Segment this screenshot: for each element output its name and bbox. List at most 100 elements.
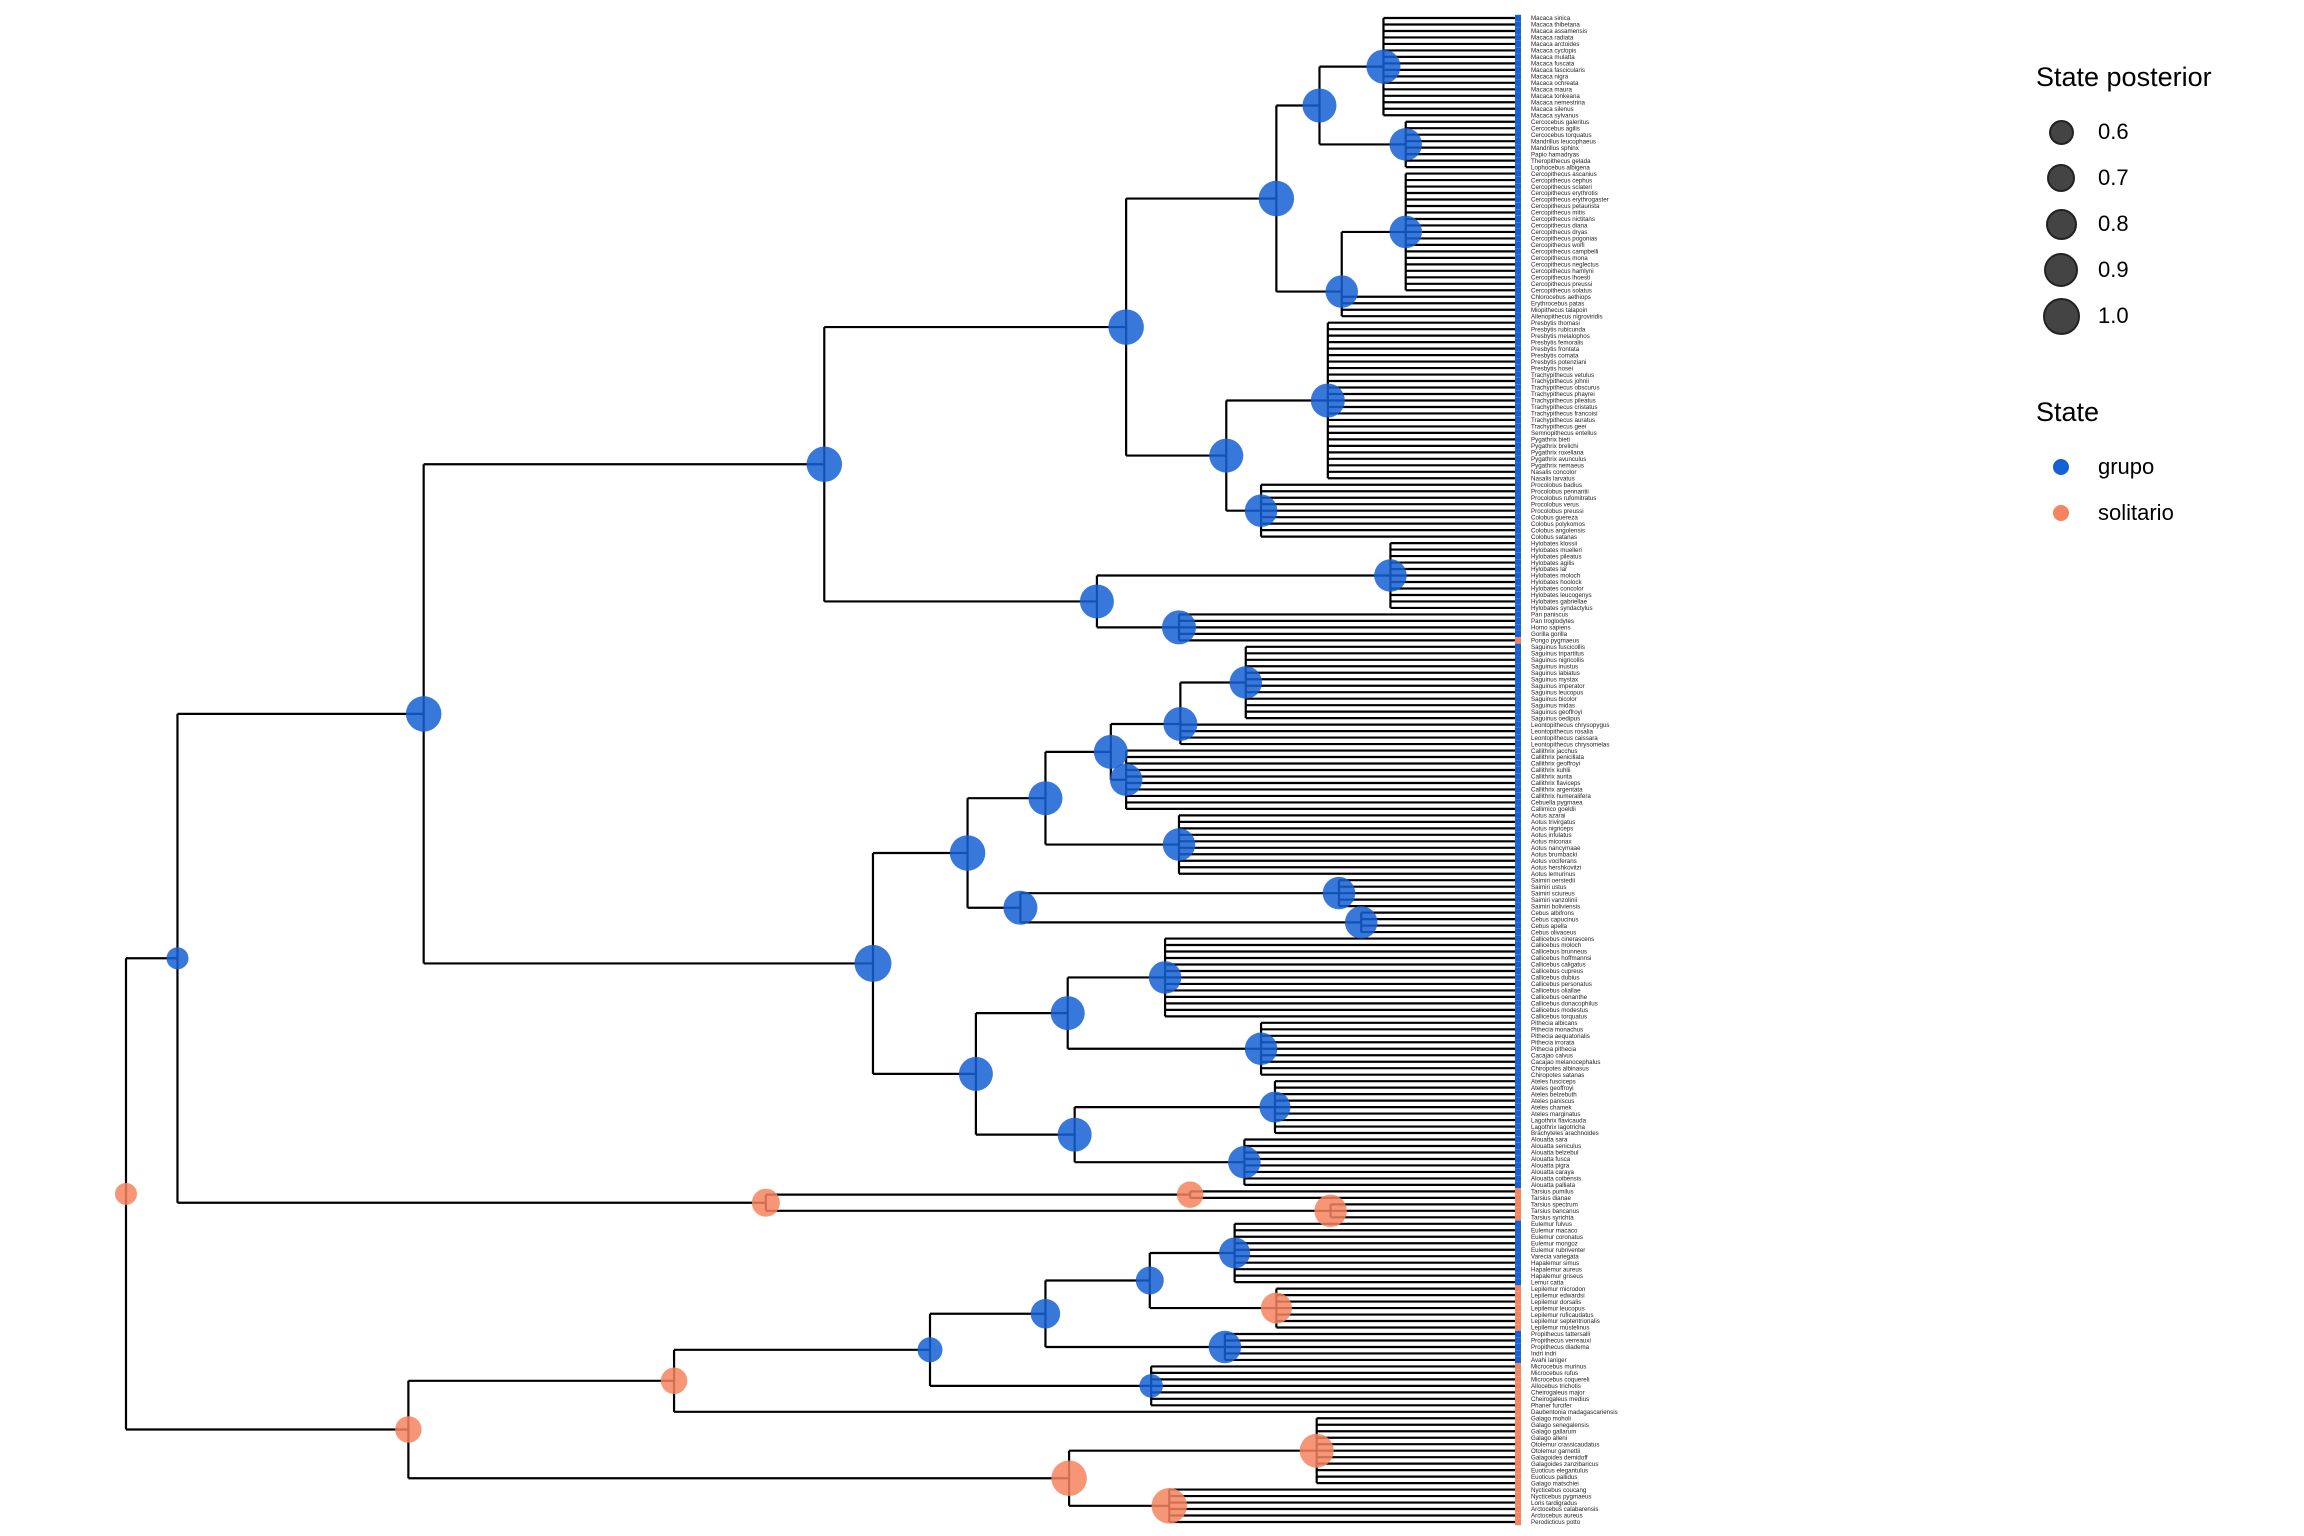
legend-item-grupo: grupo [2036, 444, 2212, 490]
tip-state-mark [1515, 1389, 1521, 1396]
node-state-grupo [1135, 1266, 1164, 1295]
tip-state-mark [1515, 1045, 1521, 1052]
tip-label: Eulemur macaco [1531, 1227, 1578, 1234]
tip-state-mark [1515, 766, 1521, 774]
tip-state-mark [1515, 604, 1521, 612]
node-state-grupo [405, 696, 442, 732]
tip-label: Galago senegalensis [1531, 1422, 1589, 1429]
tip-state-mark [1515, 345, 1521, 352]
tip-label: Miopithecus talapoin [1531, 307, 1588, 314]
tip-state-mark [1515, 1453, 1521, 1461]
tip-label: Cercopithecus erythrotis [1531, 190, 1598, 197]
tip-label: Cebus apella [1531, 923, 1568, 930]
tip-state-mark [1515, 1058, 1521, 1065]
tip-state-mark [1515, 1356, 1521, 1364]
tip-label: Pygathrix nemaeus [1531, 463, 1584, 470]
tip-label: Leontopithecus chrysopygus [1531, 722, 1609, 729]
tip-state-mark [1515, 1479, 1521, 1487]
tip-state-mark [1515, 598, 1521, 605]
tip-state-mark [1515, 1026, 1521, 1033]
tip-label: Saguinus mystax [1531, 676, 1579, 683]
tip-label: Callicebus modestus [1531, 1007, 1588, 1014]
tip-label: Pongo pygmaeus [1531, 638, 1579, 645]
tip-state-mark [1515, 1142, 1521, 1150]
tip-state-mark [1515, 183, 1521, 190]
tip-label: Galagoides demidoff [1531, 1454, 1588, 1461]
tip-state-mark [1515, 941, 1521, 949]
tip-label: Callicebus caligatus [1531, 962, 1586, 969]
tip-state-mark [1515, 196, 1521, 203]
tip-state-mark [1515, 112, 1521, 119]
tip-label: Cacajao calvus [1531, 1052, 1573, 1059]
tip-label: Aotus nigriceps [1531, 826, 1573, 833]
tip-state-mark [1515, 1518, 1521, 1526]
tip-label: Callicebus torquatus [1531, 1014, 1587, 1021]
tip-state-mark [1515, 442, 1521, 450]
tip-state-mark [1515, 1253, 1521, 1260]
tip-label: Callicebus oenanthe [1531, 994, 1588, 1001]
legend-label-solitario: solitario [2098, 500, 2174, 525]
tip-state-mark [1515, 967, 1521, 975]
tip-state-mark [1515, 1220, 1521, 1227]
tip-state-mark [1515, 1214, 1521, 1221]
tip-state-mark [1515, 1129, 1521, 1137]
tip-state-mark [1515, 663, 1521, 670]
tip-label: Eulemur coronatus [1531, 1234, 1583, 1241]
node-state-grupo [166, 947, 189, 970]
tip-state-mark [1515, 14, 1521, 22]
tip-label: Pygathrix brelichi [1531, 443, 1578, 450]
tip-label: Alouatta coibensis [1531, 1176, 1581, 1183]
tip-label: Hylobates leucogenys [1531, 592, 1592, 599]
tip-label: Trachypithecus cristatus [1531, 404, 1597, 411]
tip-state-mark [1515, 1084, 1521, 1091]
tip-label: Presbytis hosei [1531, 365, 1573, 372]
tip-state-mark [1515, 1071, 1521, 1078]
tip-state-mark [1515, 1233, 1521, 1240]
tip-label: Procolobus verus [1531, 501, 1579, 508]
tip-label: Aotus brumbacki [1531, 851, 1577, 858]
tip-state-mark [1515, 650, 1521, 657]
tip-label: Macaca sinica [1531, 15, 1571, 22]
tip-label: Presbytis femoralis [1531, 339, 1583, 346]
tip-state-mark [1515, 215, 1521, 223]
node-state-grupo [1258, 180, 1295, 217]
tip-state-mark [1515, 591, 1521, 599]
tip-state-mark [1515, 740, 1521, 748]
node-state-grupo [1259, 1091, 1291, 1123]
tip-label: Hapalemur griseus [1531, 1273, 1583, 1280]
tip-state-mark [1515, 1259, 1521, 1266]
tip-state-mark [1515, 1441, 1521, 1448]
tip-state-mark [1515, 125, 1521, 132]
node-state-grupo [1219, 1237, 1251, 1269]
tip-label: Cercocebus agilis [1531, 125, 1580, 132]
tip-state-mark [1515, 1188, 1521, 1195]
tip-state-mark [1515, 429, 1521, 437]
tip-state-mark [1515, 1136, 1521, 1143]
tip-label: Brachyteles arachnoides [1531, 1130, 1599, 1137]
tip-label: Otolemur crassicaudatus [1531, 1441, 1599, 1448]
legend-posterior-item: 1.0 [2036, 293, 2212, 339]
tip-state-mark [1515, 1460, 1521, 1467]
node-state-grupo [806, 446, 843, 483]
tip-state-mark [1515, 689, 1521, 696]
node-state-solitario [1051, 1460, 1087, 1496]
tip-state-mark [1515, 47, 1521, 54]
tip-label: Mandrillus leucophaeus [1531, 138, 1596, 145]
tip-label: Saimiri ustus [1531, 884, 1566, 891]
tip-label: Macaca tonkeana [1531, 93, 1580, 100]
tip-state-mark [1515, 21, 1521, 28]
tip-label: Erythrocebus patas [1531, 300, 1584, 307]
tip-label: Macaca thibetana [1531, 22, 1580, 29]
tip-label: Saguinus imperator [1531, 683, 1585, 690]
tip-state-mark [1515, 488, 1521, 495]
tip-state-mark [1515, 280, 1521, 287]
tip-label: Lemur catta [1531, 1279, 1564, 1286]
tip-state-mark [1515, 1408, 1521, 1415]
legend-state-title: State [2036, 397, 2100, 427]
tip-label: Macaca fascicularis [1531, 67, 1585, 74]
tip-label: Lepilemur edwardsi [1531, 1292, 1585, 1299]
tip-state-mark [1515, 818, 1521, 826]
node-state-solitario [1151, 1488, 1187, 1524]
tip-state-mark [1515, 792, 1521, 800]
tip-label: Pithecia irrorata [1531, 1039, 1575, 1046]
